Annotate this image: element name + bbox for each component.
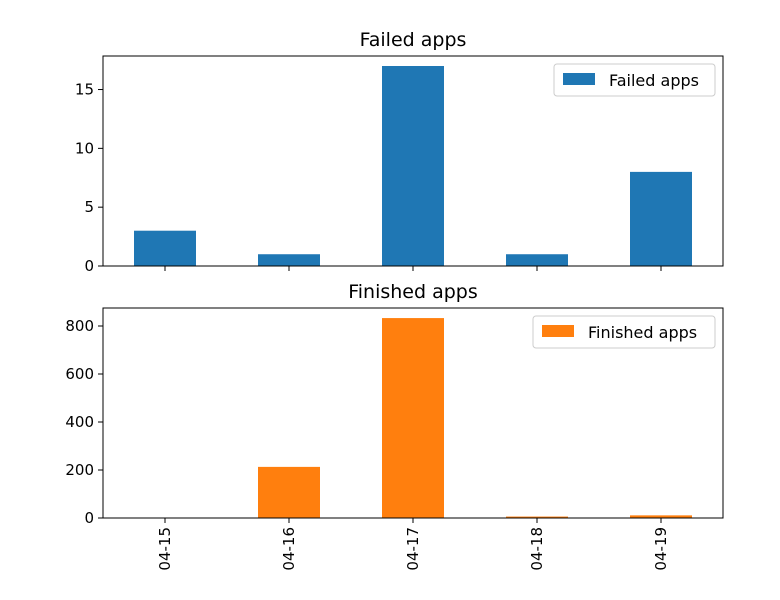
- y-tick-label: 400: [65, 413, 94, 431]
- x-tick-label: 04-19: [652, 527, 670, 571]
- bar-04-16: [258, 254, 320, 266]
- y-tick-label: 15: [75, 81, 94, 99]
- bar-04-17: [382, 66, 444, 266]
- legend-swatch: [563, 73, 595, 85]
- legend-label: Finished apps: [588, 323, 697, 342]
- y-tick-label: 0: [84, 257, 94, 275]
- legend-box: [532, 315, 716, 349]
- bar-04-19: [630, 515, 692, 518]
- y-tick-label: 5: [84, 198, 94, 216]
- plot-frame: [102, 55, 724, 267]
- y-tick-label: 200: [65, 461, 94, 479]
- x-tick-label: 04-15: [156, 527, 174, 571]
- y-tick-label: 10: [75, 139, 94, 157]
- x-axis: 04-15 04-16 04-17 04-18 04-19: [156, 518, 670, 571]
- bars-group: [134, 66, 692, 266]
- x-tick-label: 04-17: [404, 527, 422, 571]
- x-axis: [164, 266, 662, 271]
- chart-title: Failed apps: [360, 29, 467, 51]
- y-tick-label: 800: [65, 317, 94, 335]
- x-tick-label: 04-18: [528, 527, 546, 571]
- bar-04-17: [382, 318, 444, 518]
- y-axis: 0 5 10 15: [75, 81, 103, 275]
- bar-04-18: [506, 516, 568, 518]
- legend-label: Failed apps: [609, 71, 699, 90]
- bar-04-15: [134, 230, 196, 266]
- bars-group: [258, 318, 692, 518]
- x-tick-label: 04-16: [280, 527, 298, 571]
- bar-04-16: [258, 466, 320, 518]
- bar-04-19: [630, 171, 692, 266]
- bar-04-18: [506, 254, 568, 266]
- legend: Finished apps: [532, 315, 716, 349]
- y-tick-label: 0: [84, 509, 94, 527]
- legend-box: [553, 63, 716, 97]
- chart-title: Finished apps: [348, 281, 478, 303]
- failed-apps-panel: Failed apps 0 5 10 15 Failed apps: [75, 29, 724, 275]
- legend-swatch: [542, 325, 574, 337]
- legend: Failed apps: [553, 63, 716, 97]
- y-tick-label: 600: [65, 365, 94, 383]
- plot-frame: [102, 307, 724, 519]
- y-axis: 0 200 400 600 800: [65, 317, 103, 527]
